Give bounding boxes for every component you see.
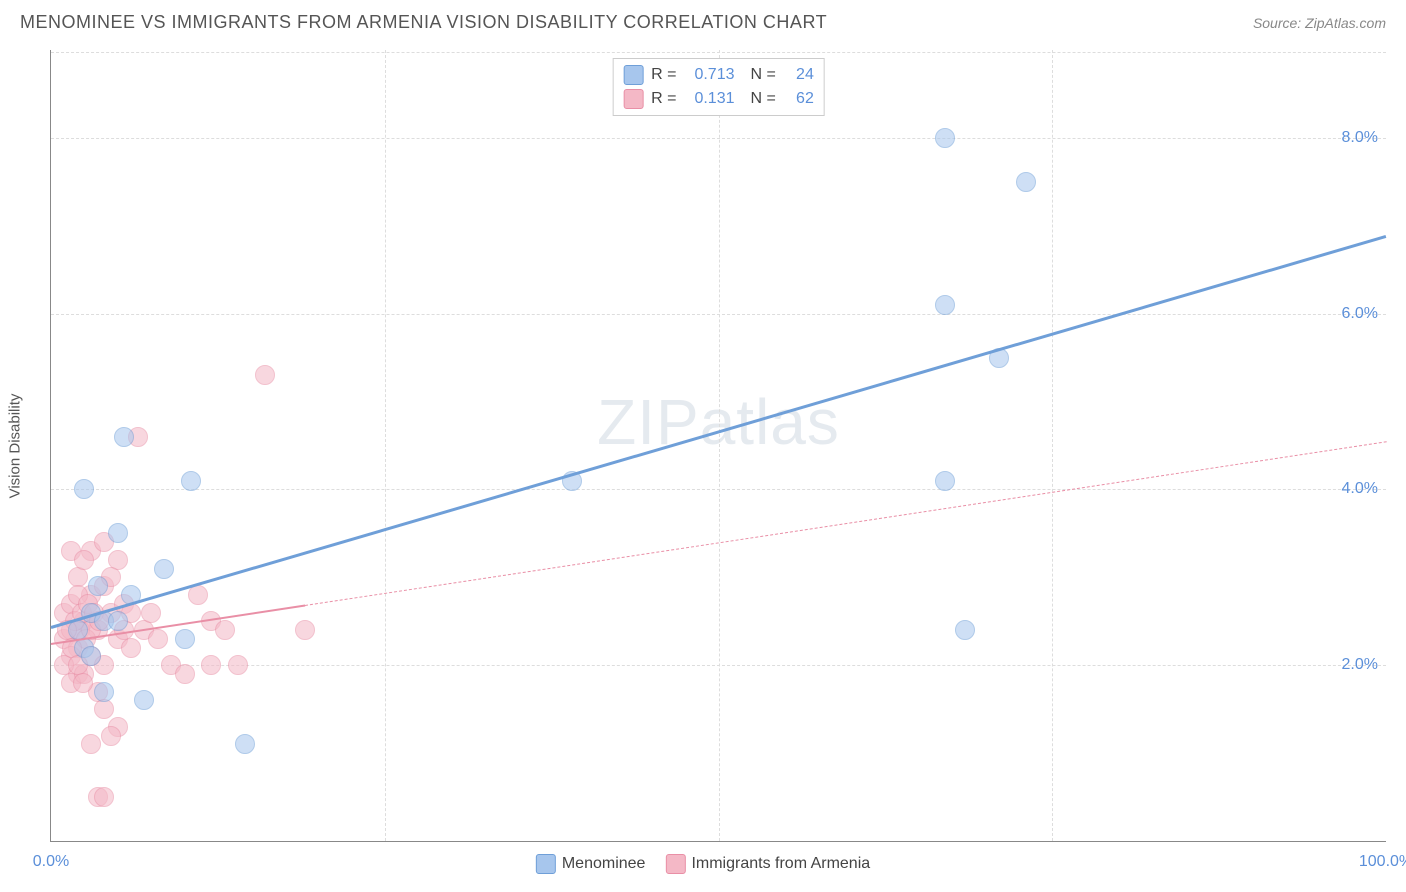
scatter-point: [94, 682, 114, 702]
scatter-point: [74, 479, 94, 499]
gridline-v: [719, 50, 720, 841]
scatter-point: [255, 365, 275, 385]
scatter-point: [134, 690, 154, 710]
legend-label: Menominee: [562, 855, 646, 873]
scatter-point: [175, 664, 195, 684]
legend-stats-row: R = 0.713 N = 24: [623, 63, 814, 87]
scatter-point: [295, 620, 315, 640]
scatter-point: [1016, 172, 1036, 192]
scatter-point: [101, 726, 121, 746]
scatter-point: [74, 550, 94, 570]
legend-n-value: 62: [784, 90, 814, 108]
scatter-point: [81, 734, 101, 754]
chart-plot-area: ZIPatlas 2.0%4.0%6.0%8.0%0.0%100.0%R =0.…: [50, 50, 1386, 842]
x-tick-label: 0.0%: [33, 853, 69, 871]
scatter-point: [955, 620, 975, 640]
gridline-v: [1052, 50, 1053, 841]
legend-n-label: N =: [751, 90, 776, 108]
legend-item: Menominee: [536, 854, 646, 874]
scatter-point: [181, 471, 201, 491]
scatter-point: [73, 673, 93, 693]
legend-label: Immigrants from Armenia: [691, 855, 870, 873]
scatter-point: [108, 611, 128, 631]
legend-r-label: R =: [651, 90, 676, 108]
scatter-point: [935, 471, 955, 491]
y-tick-label: 2.0%: [1342, 656, 1378, 674]
chart-title: MENOMINEE VS IMMIGRANTS FROM ARMENIA VIS…: [20, 12, 827, 33]
scatter-point: [121, 638, 141, 658]
scatter-point: [201, 655, 221, 675]
legend-swatch: [623, 65, 643, 85]
watermark-part2: atlas: [700, 386, 840, 458]
watermark-part1: ZIP: [597, 386, 700, 458]
scatter-point: [215, 620, 235, 640]
legend-item: Immigrants from Armenia: [665, 854, 870, 874]
scatter-point: [141, 603, 161, 623]
legend-n-label: N =: [751, 66, 776, 84]
scatter-point: [935, 295, 955, 315]
scatter-point: [935, 128, 955, 148]
y-tick-label: 6.0%: [1342, 305, 1378, 323]
scatter-point: [154, 559, 174, 579]
scatter-point: [175, 629, 195, 649]
regression-line: [305, 441, 1386, 606]
scatter-point: [235, 734, 255, 754]
scatter-point: [81, 646, 101, 666]
legend-r-value: 0.131: [685, 90, 735, 108]
x-tick-label: 100.0%: [1359, 853, 1406, 871]
y-axis-label: Vision Disability: [7, 394, 24, 499]
legend-n-value: 24: [784, 66, 814, 84]
legend-swatch: [665, 854, 685, 874]
scatter-point: [94, 787, 114, 807]
scatter-point: [228, 655, 248, 675]
legend-stats-row: R = 0.131 N = 62: [623, 87, 814, 111]
chart-wrapper: ZIPatlas 2.0%4.0%6.0%8.0%0.0%100.0%R =0.…: [50, 50, 1386, 842]
scatter-point: [108, 523, 128, 543]
legend-r-label: R =: [651, 66, 676, 84]
gridline-v: [385, 50, 386, 841]
scatter-point: [114, 427, 134, 447]
legend-stats: R = 0.713 N = 24 R = 0.131 N = 62: [612, 58, 825, 116]
scatter-point: [88, 576, 108, 596]
legend-r-value: 0.713: [685, 66, 735, 84]
legend-swatch: [623, 89, 643, 109]
chart-header: MENOMINEE VS IMMIGRANTS FROM ARMENIA VIS…: [0, 0, 1406, 41]
y-tick-label: 8.0%: [1342, 129, 1378, 147]
scatter-point: [94, 699, 114, 719]
legend-swatch: [536, 854, 556, 874]
chart-source: Source: ZipAtlas.com: [1253, 15, 1386, 31]
legend-bottom: Menominee Immigrants from Armenia: [536, 854, 870, 874]
y-tick-label: 4.0%: [1342, 480, 1378, 498]
scatter-point: [148, 629, 168, 649]
